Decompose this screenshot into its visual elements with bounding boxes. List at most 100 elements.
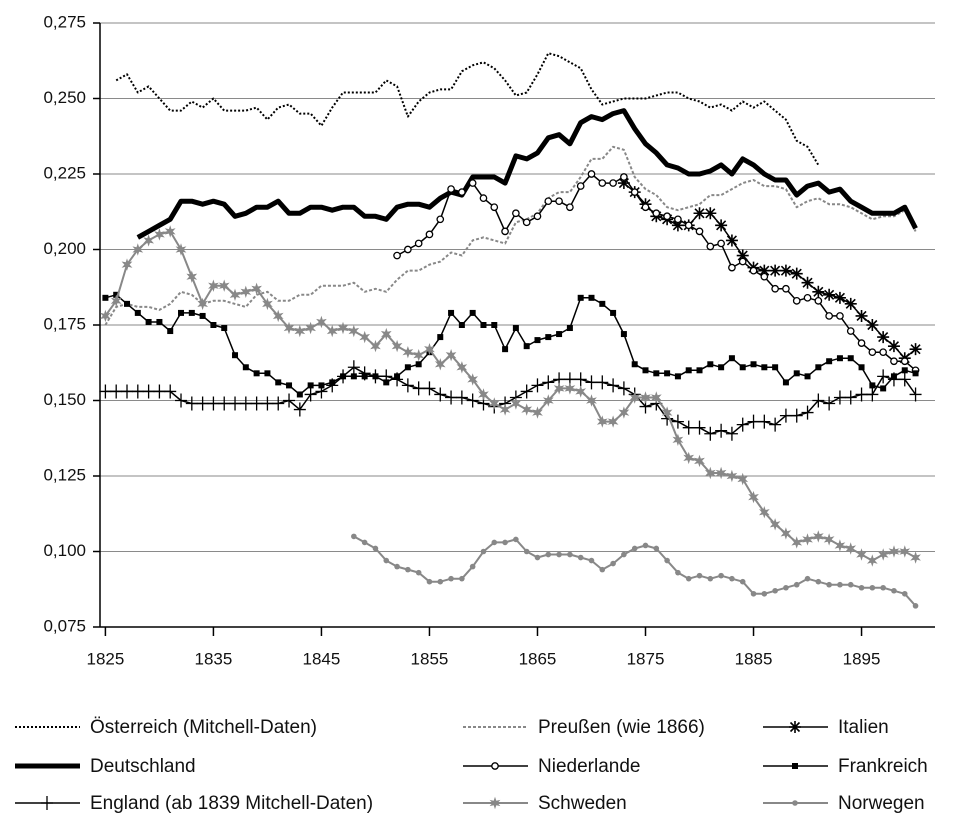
marker [534,554,541,561]
marker [458,322,465,328]
marker [869,584,876,591]
marker [423,381,436,396]
marker [110,384,123,399]
marker [102,294,109,301]
marker [426,578,433,585]
marker [348,324,360,338]
marker [725,426,738,441]
marker [620,173,628,181]
marker [858,584,865,591]
marker [629,391,641,404]
marker [759,506,770,519]
marker [566,325,573,332]
marker [143,234,154,247]
series [115,52,820,166]
marker [167,328,174,335]
marker [760,272,769,281]
legend-label: Österreich (Mitchell-Daten) [90,717,317,738]
x-tick-label: 1845 [303,649,341,668]
legend-label: Preußen (wie 1866) [538,717,705,738]
marker [823,533,835,546]
series [100,225,921,567]
marker [253,370,260,377]
marker [262,297,273,311]
marker [545,551,552,558]
marker [326,324,338,338]
series-line [105,294,916,396]
series [617,177,922,365]
marker [693,207,706,220]
marker [242,364,249,371]
marker [717,239,725,248]
marker [196,396,209,411]
marker [510,397,522,410]
marker [523,548,530,555]
marker [695,227,704,236]
marker [833,291,846,304]
legend-label: Frankreich [838,756,928,777]
legend-item: England (ab 1839 Mitchell-Daten) [15,793,373,814]
marker [239,396,252,411]
y-tick-label: 0,125 [43,465,86,484]
marker [898,372,911,387]
marker [789,721,801,733]
marker [412,381,425,396]
marker [887,340,900,353]
legend-label: England (ab 1839 Mitchell-Daten) [90,793,373,814]
marker [715,423,728,438]
marker [218,396,231,411]
marker [761,590,768,597]
x-tick-label: 1835 [195,649,233,668]
x-tick-label: 1825 [86,649,124,668]
marker [350,373,357,380]
series [351,533,919,609]
marker [610,309,617,316]
marker [142,384,155,399]
marker [585,375,598,390]
marker [758,414,771,429]
marker [890,357,898,366]
marker [404,245,412,254]
marker [792,800,798,806]
marker [685,575,692,582]
legend-item: Niederlande [463,756,640,777]
y-tick-label: 0,225 [43,163,86,182]
series [104,145,917,326]
marker [434,358,446,371]
y-tick-label: 0,150 [43,390,86,409]
x-tick-label: 1895 [843,649,881,668]
marker [664,557,670,564]
y-tick-label: 0,275 [43,12,86,31]
marker [736,249,749,262]
marker [100,309,111,323]
marker [910,551,921,564]
marker [480,322,487,328]
marker [653,370,660,377]
legend-item: Frankreich [763,756,928,777]
marker [533,212,542,221]
marker [780,527,792,540]
marker [413,349,424,362]
marker [793,370,800,377]
marker [577,554,584,561]
marker [250,396,263,411]
marker [404,364,411,371]
marker [814,296,823,305]
marker [251,282,262,295]
legend-item: Schweden [463,793,627,814]
marker [888,545,900,558]
marker [607,378,620,393]
marker [737,472,749,486]
marker [553,382,565,395]
marker [218,279,230,292]
marker [715,219,728,232]
marker [664,370,671,377]
marker [825,312,833,320]
marker [707,361,714,368]
marker [499,403,511,416]
marker [556,331,563,338]
marker [640,391,651,404]
marker [696,572,703,579]
marker [480,548,487,555]
marker [598,179,607,187]
